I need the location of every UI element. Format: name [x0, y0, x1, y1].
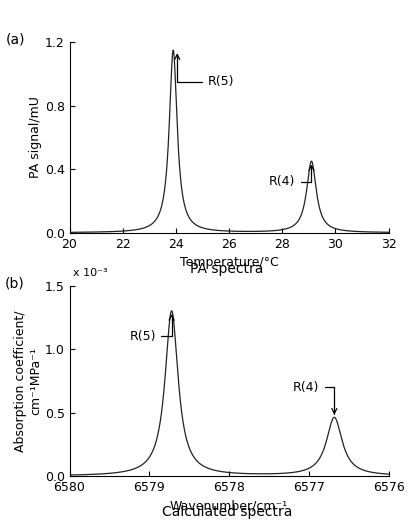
Text: Calculated spectra: Calculated spectra	[162, 505, 292, 519]
Y-axis label: PA signal/mU: PA signal/mU	[29, 97, 42, 178]
Text: R(4): R(4)	[293, 381, 337, 414]
Y-axis label: Absorption coefficient/
cm⁻¹MPa⁻¹: Absorption coefficient/ cm⁻¹MPa⁻¹	[14, 310, 42, 452]
Text: R(4): R(4)	[269, 166, 314, 188]
Text: R(5): R(5)	[129, 315, 174, 343]
Text: PA spectra: PA spectra	[190, 262, 264, 276]
Text: R(5): R(5)	[175, 54, 234, 88]
Text: (a): (a)	[5, 33, 25, 47]
X-axis label: Temperature/°C: Temperature/°C	[180, 256, 279, 269]
Text: (b): (b)	[5, 276, 25, 290]
Text: x 10⁻³: x 10⁻³	[73, 268, 107, 278]
X-axis label: Wavenumber/cm⁻¹: Wavenumber/cm⁻¹	[170, 499, 288, 513]
